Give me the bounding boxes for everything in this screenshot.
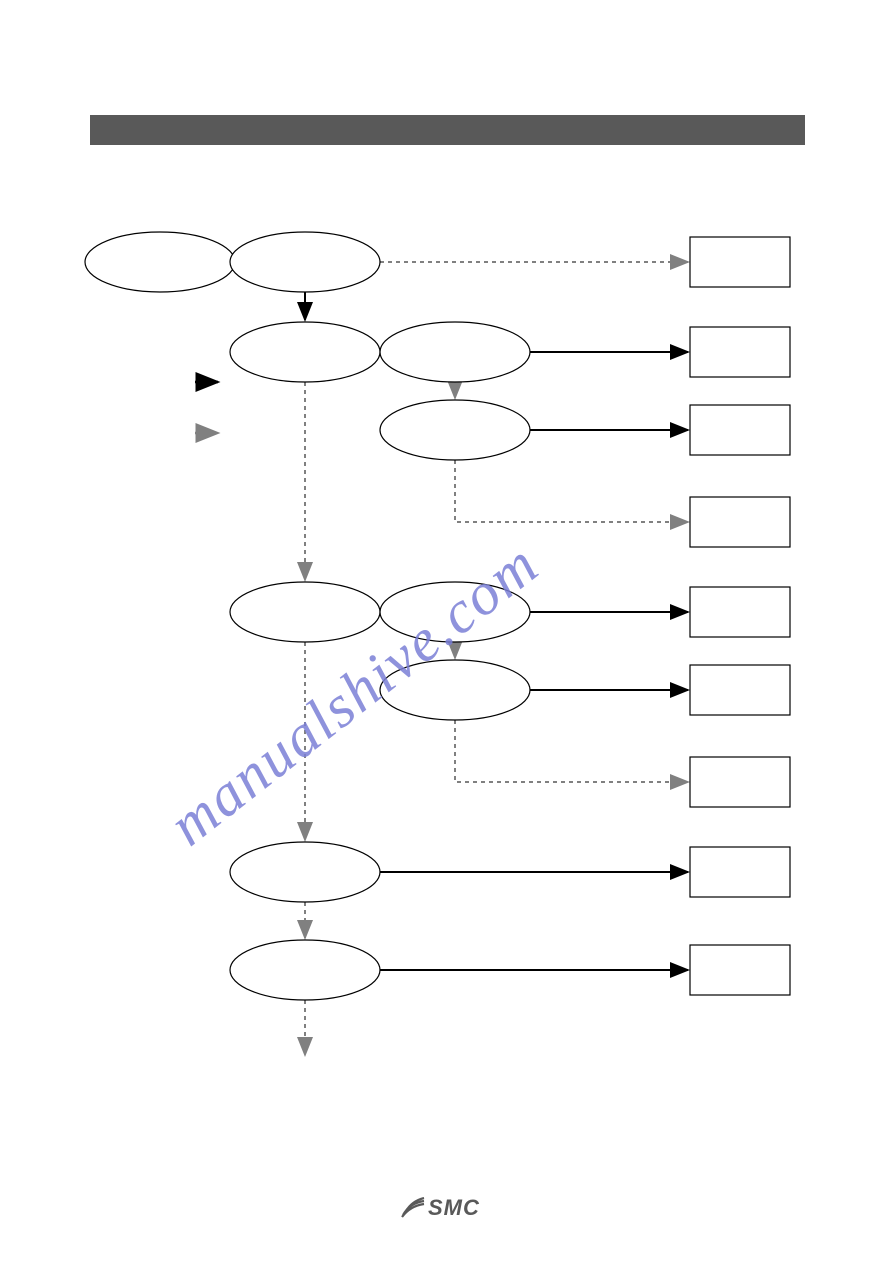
node-r2 — [690, 327, 790, 377]
edge-e5-r4 — [455, 460, 688, 522]
node-r1 — [690, 237, 790, 287]
node-e9 — [230, 842, 380, 902]
node-e4 — [380, 322, 530, 382]
smc-stripes-icon — [400, 1197, 428, 1219]
node-r3 — [690, 405, 790, 455]
node-e2 — [230, 232, 380, 292]
watermark-text: manualshive.com — [156, 529, 552, 859]
node-e10 — [230, 940, 380, 1000]
smc-logo-text: SMC — [428, 1195, 480, 1221]
node-r6 — [690, 665, 790, 715]
page-header-bar — [90, 115, 805, 145]
node-e3 — [230, 322, 380, 382]
node-r4 — [690, 497, 790, 547]
edge-e8-r7 — [455, 720, 688, 782]
smc-logo: SMC — [400, 1195, 480, 1221]
node-r7 — [690, 757, 790, 807]
node-e6 — [230, 582, 380, 642]
node-e1 — [85, 232, 235, 292]
node-r5 — [690, 587, 790, 637]
node-r8 — [690, 847, 790, 897]
node-e5 — [380, 400, 530, 460]
node-r9 — [690, 945, 790, 995]
